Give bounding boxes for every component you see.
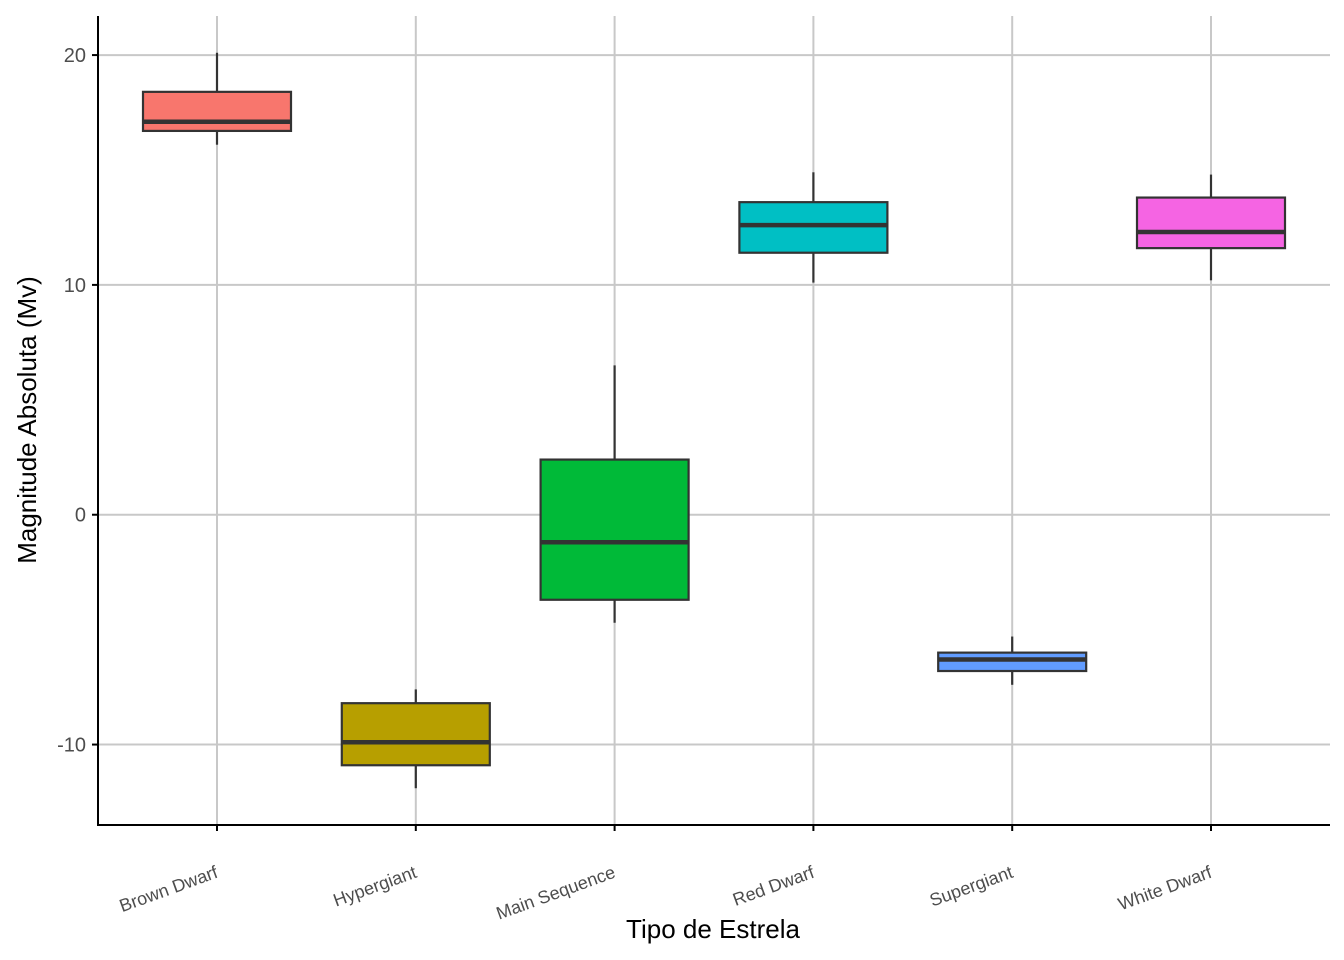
iqr-box	[1135, 196, 1287, 250]
x-tick-label: Main Sequence	[494, 862, 618, 924]
iqr-box	[141, 90, 293, 133]
x-tick-label: Supergiant	[927, 862, 1016, 911]
box-white-dwarf	[1135, 174, 1287, 281]
box-brown-dwarf	[141, 52, 293, 145]
x-tick-label: Brown Dwarf	[117, 862, 222, 916]
boxes	[141, 52, 1287, 789]
box-red-dwarf	[738, 172, 889, 283]
iqr-box	[937, 651, 1088, 673]
y-tick-label: 10	[64, 275, 86, 297]
iqr-box	[539, 458, 690, 601]
box-hypergiant	[340, 689, 491, 789]
box-main-sequence	[539, 365, 690, 623]
iqr-box	[738, 201, 889, 254]
x-axis-title: Tipo de Estrela	[626, 914, 800, 944]
y-tick-label: 0	[75, 505, 86, 527]
y-tick-label: 20	[64, 45, 86, 67]
y-axis-title: Magnitude Absoluta (Mv)	[12, 276, 42, 564]
grid	[98, 16, 1330, 825]
x-tick-label: White Dwarf	[1115, 862, 1215, 915]
x-tick-label: Hypergiant	[331, 862, 420, 911]
y-tick-label: -10	[57, 735, 86, 757]
box-supergiant	[937, 636, 1088, 685]
axes	[92, 16, 1330, 831]
iqr-box	[340, 702, 491, 767]
x-tick-label: Red Dwarf	[730, 862, 818, 910]
